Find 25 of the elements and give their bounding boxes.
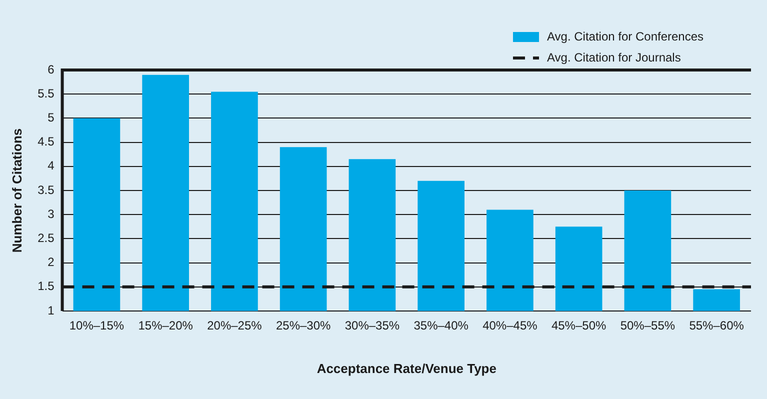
y-tick-label: 3.5 xyxy=(38,182,55,197)
x-tick-label: 40%–45% xyxy=(482,318,538,333)
x-tick-label: 25%–30% xyxy=(276,318,332,333)
x-tick-label: 45%–50% xyxy=(551,318,606,333)
x-tick-label: 15%–20% xyxy=(138,318,194,333)
x-tick-label: 35%–40% xyxy=(414,318,469,333)
y-tick-label: 5 xyxy=(48,110,55,125)
legend-label: Avg. Citation for Journals xyxy=(547,50,681,64)
x-tick-label: 10%–15% xyxy=(69,318,124,333)
x-tick-label: 50%–55% xyxy=(620,318,676,333)
y-tick-label: 4.5 xyxy=(38,134,55,149)
legend-label: Avg. Citation for Conferences xyxy=(547,29,704,44)
x-tick-label: 30%–35% xyxy=(344,318,400,333)
y-tick-label: 2 xyxy=(48,255,55,270)
y-tick-label: 4 xyxy=(48,158,55,173)
y-tick-label: 6 xyxy=(48,62,55,76)
x-axis-title: Acceptance Rate/Venue Type xyxy=(316,360,496,376)
y-tick-label: 1.5 xyxy=(38,279,55,294)
y-tick-label: 1 xyxy=(48,303,55,318)
y-tick-label: 3 xyxy=(48,206,55,221)
y-axis-title: Number of Citations xyxy=(9,128,24,253)
x-tick-label: 20%–25% xyxy=(207,318,262,333)
y-tick-label: 5.5 xyxy=(38,86,55,100)
x-tick-label: 55%–60% xyxy=(689,318,744,333)
y-tick-label: 2.5 xyxy=(38,231,55,246)
